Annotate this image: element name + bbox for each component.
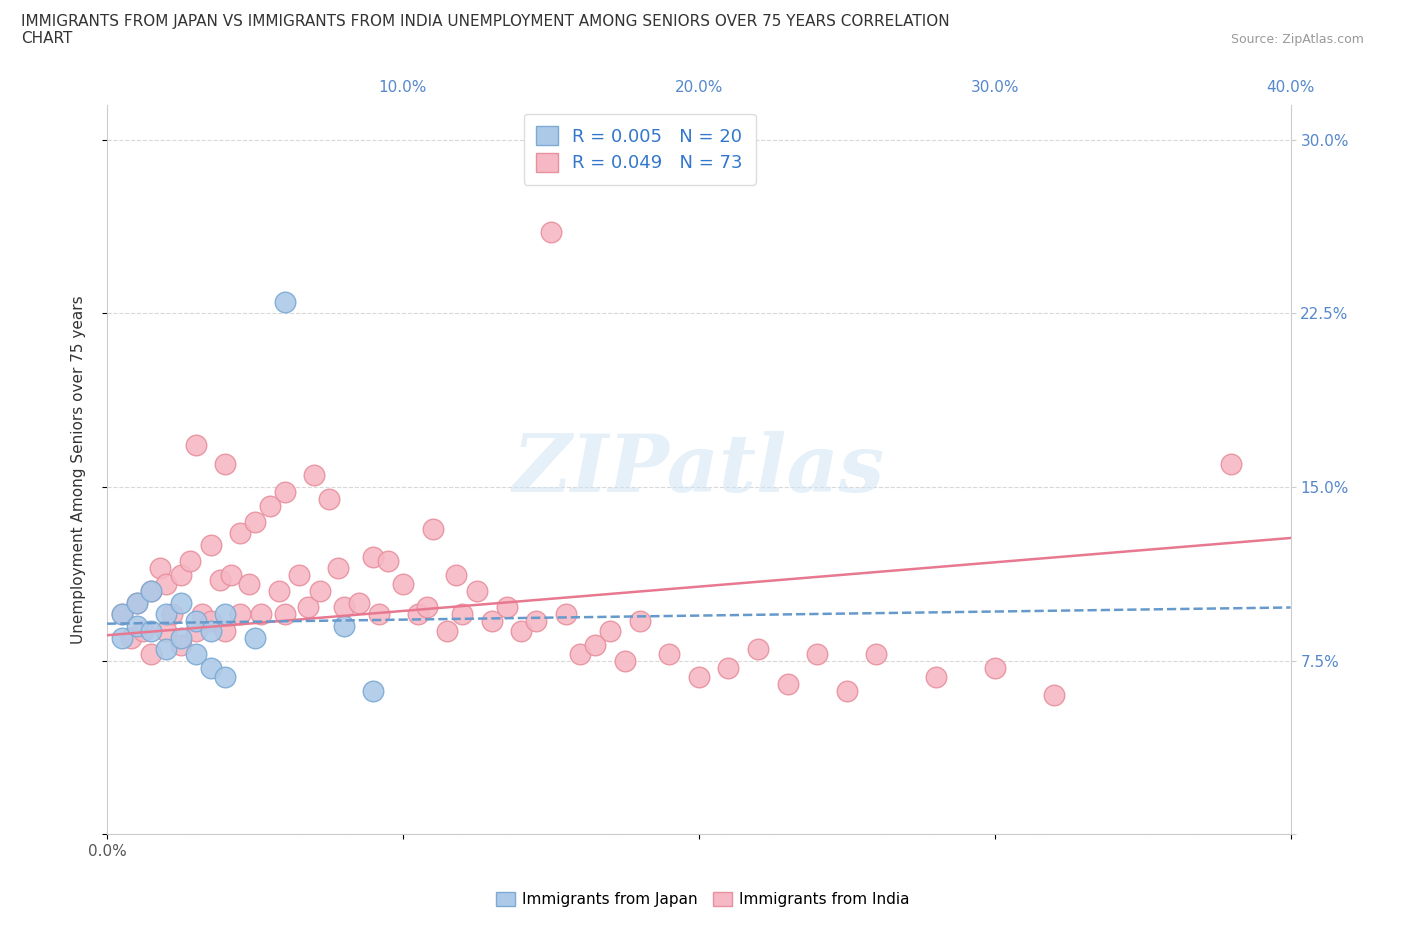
Point [200,660,222,675]
Text: ZIPatlas: ZIPatlas [513,431,884,509]
Point [111,607,134,622]
Point [141,623,163,638]
Point [155,607,177,622]
Y-axis label: Unemployment Among Seniors over 75 years: Unemployment Among Seniors over 75 years [72,296,86,644]
Point [422,522,444,537]
Point [297,600,319,615]
Point [141,584,163,599]
Point [1220,457,1243,472]
Point [125,618,148,633]
Text: Source: ZipAtlas.com: Source: ZipAtlas.com [1230,33,1364,46]
Point [250,607,273,622]
Point [214,457,236,472]
Point [613,653,636,668]
Point [583,637,606,652]
Point [155,642,177,657]
Point [125,595,148,610]
Point [184,614,207,629]
Point [273,607,295,622]
Point [451,607,474,622]
Point [465,584,488,599]
Point [149,561,172,576]
Point [368,607,391,622]
Point [628,614,651,629]
Point [208,572,231,587]
Point [125,595,148,610]
Point [806,646,828,661]
Point [688,670,710,684]
Point [1043,688,1066,703]
Point [120,631,142,645]
Point [865,646,887,661]
Point [569,646,592,661]
Point [170,637,193,652]
Point [184,623,207,638]
Legend: Immigrants from Japan, Immigrants from India: Immigrants from Japan, Immigrants from I… [491,885,915,913]
Point [200,614,222,629]
Point [495,600,517,615]
Point [983,660,1005,675]
Point [221,567,243,582]
Point [243,514,266,529]
Point [333,618,356,633]
Point [267,584,290,599]
Point [243,631,266,645]
Point [363,549,385,564]
Point [835,684,858,698]
Point [776,676,799,691]
Point [309,584,332,599]
Point [170,595,193,610]
Legend: R = 0.005   N = 20, R = 0.049   N = 73: R = 0.005 N = 20, R = 0.049 N = 73 [523,113,755,185]
Point [510,623,533,638]
Point [326,561,349,576]
Point [229,525,252,540]
Point [747,642,769,657]
Point [599,623,621,638]
Point [155,577,177,591]
Point [924,670,946,684]
Point [540,225,562,240]
Point [288,567,311,582]
Point [170,631,193,645]
Point [141,584,163,599]
Point [200,538,222,552]
Point [179,553,201,568]
Point [444,567,467,582]
Point [214,623,236,638]
Point [155,623,177,638]
Point [229,607,252,622]
Point [415,600,437,615]
Point [392,577,415,591]
Point [377,553,399,568]
Point [214,607,236,622]
Point [111,631,134,645]
Point [347,595,370,610]
Point [658,646,681,661]
Point [481,614,503,629]
Point [259,498,281,513]
Point [554,607,576,622]
Point [214,670,236,684]
Point [184,646,207,661]
Text: IMMIGRANTS FROM JAPAN VS IMMIGRANTS FROM INDIA UNEMPLOYMENT AMONG SENIORS OVER 7: IMMIGRANTS FROM JAPAN VS IMMIGRANTS FROM… [21,14,949,46]
Point [200,623,222,638]
Point [363,684,385,698]
Point [170,567,193,582]
Point [160,607,183,622]
Point [141,646,163,661]
Point [111,607,134,622]
Point [717,660,740,675]
Point [238,577,260,591]
Point [524,614,547,629]
Point [436,623,458,638]
Point [184,438,207,453]
Point [318,491,340,506]
Point [273,294,295,309]
Point [131,623,153,638]
Point [333,600,356,615]
Point [190,607,212,622]
Point [302,468,325,483]
Point [273,485,295,499]
Point [406,607,429,622]
